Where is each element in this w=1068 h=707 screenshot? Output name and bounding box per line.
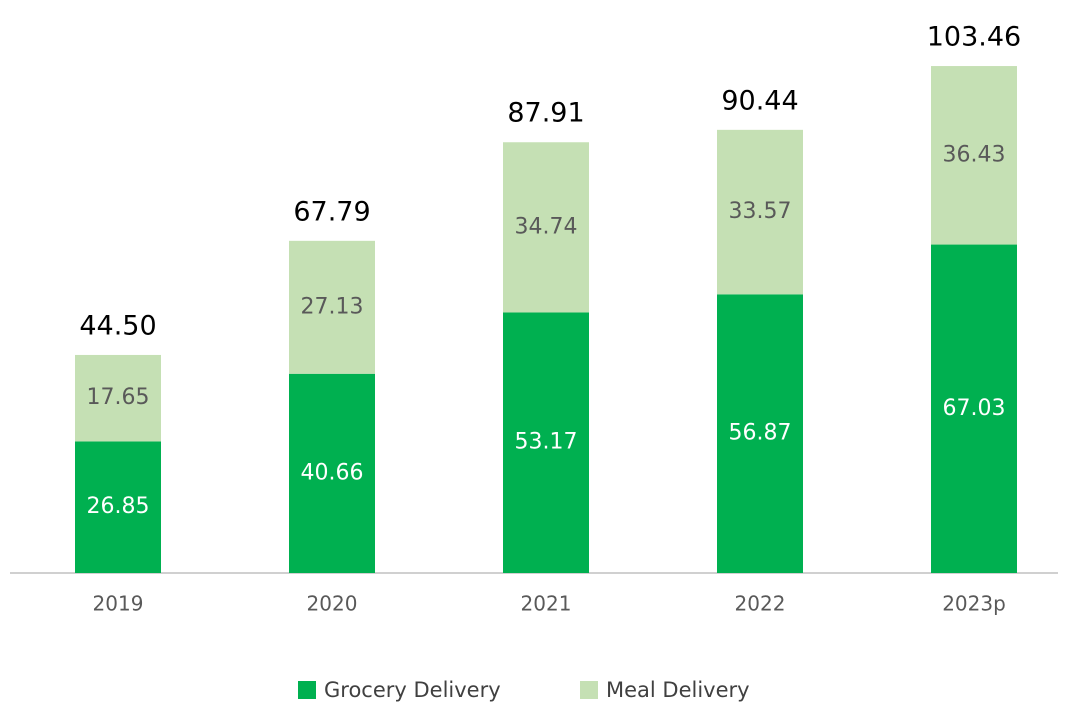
legend-label: Grocery Delivery [324,678,501,702]
bar-segment [503,142,589,313]
bar-segment [717,294,803,573]
bar-segment [931,66,1017,245]
bar-segment [717,129,803,295]
segment-label: 34.74 [515,214,578,239]
segment-label: 26.85 [87,494,150,519]
bar-segment [75,354,161,442]
x-tick-label: 2023p [942,592,1006,616]
legend-label: Meal Delivery [606,678,750,702]
segment-label: 56.87 [729,421,792,446]
segment-label: 33.57 [729,199,792,224]
bar-segment [75,441,161,573]
bar-segment [289,373,375,573]
segment-label: 67.03 [943,396,1006,421]
x-tick-label: 2019 [93,592,144,616]
bar-segment [931,244,1017,574]
total-label: 87.91 [507,98,584,129]
total-label: 67.79 [293,196,370,227]
total-label: 90.44 [721,85,798,116]
segment-label: 17.65 [87,385,150,410]
legend-swatch [298,681,316,699]
segment-label: 27.13 [301,294,364,319]
segment-label: 40.66 [301,460,364,485]
total-label: 103.46 [927,22,1021,53]
bar-segment [503,312,589,573]
legend-swatch [580,681,598,699]
x-tick-label: 2021 [521,592,572,616]
bar-segment [289,240,375,374]
total-label: 44.50 [79,310,156,341]
segment-label: 53.17 [515,430,578,455]
x-tick-label: 2022 [735,592,786,616]
x-tick-label: 2020 [307,592,358,616]
segment-label: 36.43 [943,142,1006,167]
